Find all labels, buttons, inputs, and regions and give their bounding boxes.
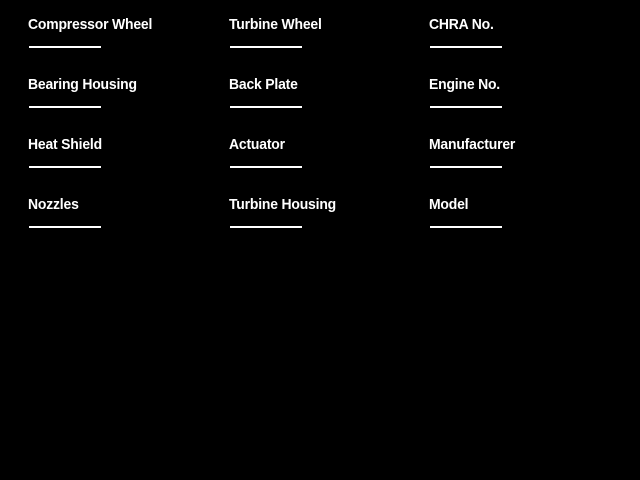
field-rule-heat-shield[interactable] (29, 166, 101, 168)
field-rule-back-plate[interactable] (230, 106, 302, 108)
field-actuator[interactable]: Actuator (229, 132, 429, 192)
field-chra-no[interactable]: CHRA No. (429, 12, 612, 72)
field-rule-model[interactable] (430, 226, 502, 228)
field-bearing-housing[interactable]: Bearing Housing (28, 72, 229, 132)
field-label-heat-shield: Heat Shield (28, 136, 102, 153)
field-turbine-wheel[interactable]: Turbine Wheel (229, 12, 429, 72)
field-rule-engine-no[interactable] (430, 106, 502, 108)
field-label-nozzles: Nozzles (28, 196, 79, 213)
field-label-compressor-wheel: Compressor Wheel (28, 16, 153, 33)
field-rule-turbine-housing[interactable] (230, 226, 302, 228)
field-back-plate[interactable]: Back Plate (229, 72, 429, 132)
field-label-chra-no: CHRA No. (429, 16, 494, 33)
field-rule-chra-no[interactable] (430, 46, 502, 48)
field-label-turbine-wheel: Turbine Wheel (229, 16, 322, 33)
field-turbine-housing[interactable]: Turbine Housing (229, 192, 429, 252)
fields-grid: Compressor Wheel Turbine Wheel CHRA No. … (28, 12, 612, 252)
field-rule-turbine-wheel[interactable] (230, 46, 302, 48)
field-nozzles[interactable]: Nozzles (28, 192, 229, 252)
field-label-bearing-housing: Bearing Housing (28, 76, 137, 93)
field-manufacturer[interactable]: Manufacturer (429, 132, 612, 192)
field-label-manufacturer: Manufacturer (429, 136, 516, 153)
field-label-model: Model (429, 196, 469, 213)
field-label-actuator: Actuator (229, 136, 285, 153)
field-label-turbine-housing: Turbine Housing (229, 196, 336, 213)
field-model[interactable]: Model (429, 192, 612, 252)
field-engine-no[interactable]: Engine No. (429, 72, 612, 132)
field-rule-bearing-housing[interactable] (29, 106, 101, 108)
field-label-engine-no: Engine No. (429, 76, 500, 93)
field-rule-nozzles[interactable] (29, 226, 101, 228)
field-rule-actuator[interactable] (230, 166, 302, 168)
field-rule-manufacturer[interactable] (430, 166, 502, 168)
field-label-back-plate: Back Plate (229, 76, 298, 93)
field-heat-shield[interactable]: Heat Shield (28, 132, 229, 192)
field-compressor-wheel[interactable]: Compressor Wheel (28, 12, 229, 72)
field-rule-compressor-wheel[interactable] (29, 46, 101, 48)
